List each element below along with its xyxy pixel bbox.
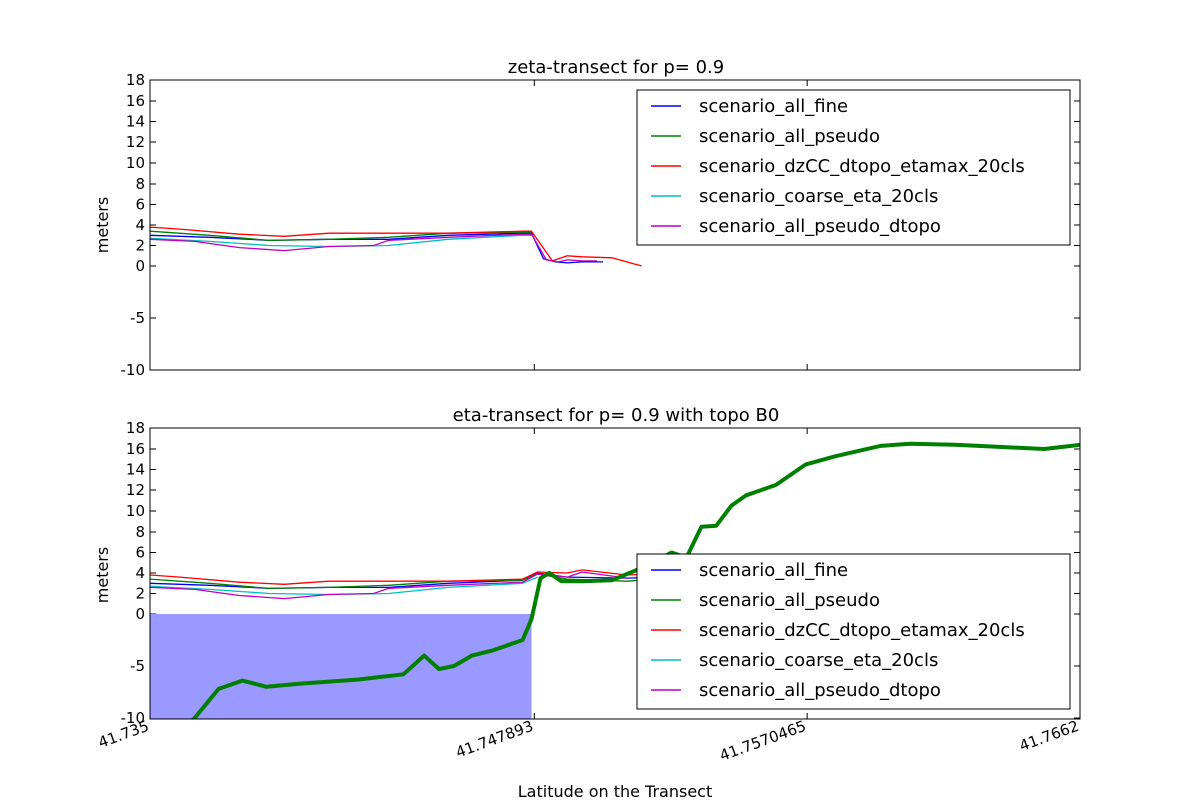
eta-panel-y-ticks: -10 -5 0 2 4 6 8 10 12 14 16 18 bbox=[121, 419, 1080, 727]
eta-y-tick-label: 14 bbox=[126, 461, 145, 479]
zeta-series-line bbox=[150, 230, 532, 242]
eta-panel-series bbox=[150, 441, 1080, 719]
eta-legend-label: scenario_dzCC_dtopo_etamax_20cls bbox=[699, 620, 1025, 641]
zeta-legend-label: scenario_all_fine bbox=[699, 96, 848, 117]
zeta-y-tick-label: -5 bbox=[130, 309, 145, 327]
eta-legend-label: scenario_all_fine bbox=[699, 560, 848, 581]
zeta-legend-label: scenario_dzCC_dtopo_etamax_20cls bbox=[699, 156, 1025, 177]
zeta-y-tick-label: 0 bbox=[135, 257, 145, 275]
eta-y-tick-label: 4 bbox=[135, 564, 145, 582]
zeta-y-tick-label: 8 bbox=[135, 175, 145, 193]
eta-y-tick-label: 16 bbox=[126, 440, 145, 458]
eta-y-tick-label: 8 bbox=[135, 523, 145, 541]
eta-y-tick-label: 6 bbox=[135, 544, 145, 562]
zeta-y-tick-label: 4 bbox=[135, 216, 145, 234]
zeta-y-tick-label: 10 bbox=[126, 154, 145, 172]
zeta-series-line bbox=[150, 226, 642, 267]
zeta-panel-ylabel: meters bbox=[93, 197, 112, 253]
zeta-panel-frame bbox=[149, 79, 1081, 371]
zeta-panel-series bbox=[150, 226, 642, 267]
zeta-series-line bbox=[150, 233, 598, 263]
zeta-y-tick-label: 14 bbox=[126, 113, 145, 131]
eta-y-tick-label: -10 bbox=[121, 709, 146, 727]
eta-legend-label: scenario_all_pseudo bbox=[699, 590, 880, 611]
x-tick-label: 41.7570465 bbox=[717, 717, 808, 765]
eta-legend-label: scenario_coarse_eta_20cls bbox=[699, 650, 938, 671]
eta-y-tick-label: 2 bbox=[135, 585, 145, 603]
x-tick-label: 41.747893 bbox=[453, 717, 535, 762]
zeta-panel: zeta-transect for p= 0.9 meters -10 -5 0 2 4… bbox=[93, 57, 1081, 379]
zeta-panel-y-ticks: -10 -5 0 2 4 6 8 10 12 14 16 18 bbox=[121, 71, 1080, 379]
eta-series-line bbox=[150, 569, 672, 585]
eta-legend-box bbox=[636, 553, 1071, 710]
eta-series-line bbox=[150, 571, 627, 600]
x-tick-label: 41.7662 bbox=[1017, 717, 1081, 755]
zeta-y-tick-label: 16 bbox=[126, 92, 145, 110]
x-axis-label: Latitude on the Transect bbox=[518, 782, 713, 800]
eta-panel-legend: scenario_all_fine scenario_all_pseudoscen… bbox=[636, 553, 1071, 710]
eta-y-tick-label: 0 bbox=[135, 605, 145, 623]
water-fill-area bbox=[150, 614, 532, 719]
zeta-y-tick-label: 6 bbox=[135, 196, 145, 214]
eta-panel-ylabel: meters bbox=[93, 547, 112, 603]
topography-line bbox=[190, 441, 1080, 719]
zeta-y-tick-label: 12 bbox=[126, 133, 145, 151]
eta-panel-frame bbox=[149, 427, 1081, 720]
eta-y-tick-label: -5 bbox=[130, 657, 145, 675]
eta-y-tick-label: 10 bbox=[126, 502, 145, 520]
zeta-legend-label: scenario_coarse_eta_20cls bbox=[699, 186, 938, 207]
zeta-y-tick-label: -10 bbox=[121, 361, 146, 379]
zeta-panel-legend: scenario_all_fine scenario_all_pseudoscen… bbox=[636, 89, 1071, 246]
zeta-y-tick-label: 18 bbox=[126, 71, 145, 89]
eta-legend-label: scenario_all_pseudo_dtopo bbox=[699, 680, 941, 701]
zeta-legend-label: scenario_all_pseudo bbox=[699, 126, 880, 147]
zeta-legend-label: scenario_all_pseudo_dtopo bbox=[699, 216, 941, 237]
zeta-panel-title: zeta-transect for p= 0.9 bbox=[508, 57, 724, 78]
eta-y-tick-label: 18 bbox=[126, 419, 145, 437]
eta-series-line bbox=[150, 572, 672, 590]
zeta-y-tick-label: 2 bbox=[135, 237, 145, 255]
eta-panel-title: eta-transect for p= 0.9 with topo B0 bbox=[453, 405, 780, 426]
zeta-legend-box bbox=[636, 89, 1071, 246]
eta-y-tick-label: 12 bbox=[126, 481, 145, 499]
